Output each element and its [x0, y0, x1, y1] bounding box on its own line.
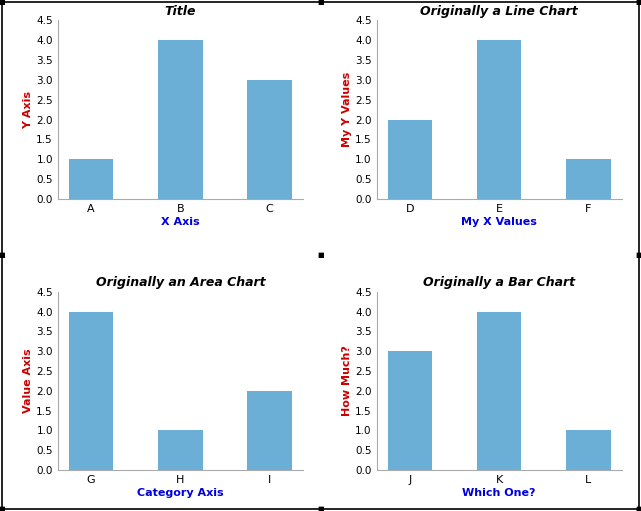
Title: Originally an Area Chart: Originally an Area Chart	[96, 276, 265, 289]
X-axis label: Category Axis: Category Axis	[137, 488, 224, 498]
Bar	[566, 430, 611, 470]
Bar	[69, 159, 113, 199]
Bar	[158, 40, 203, 199]
Y-axis label: Value Axis: Value Axis	[24, 349, 33, 413]
Bar	[477, 312, 521, 470]
X-axis label: My X Values: My X Values	[462, 217, 537, 226]
Bar	[158, 430, 203, 470]
Text: ■: ■	[636, 252, 641, 259]
Y-axis label: Y Axis: Y Axis	[24, 90, 33, 129]
Bar	[388, 351, 432, 470]
Text: ■: ■	[0, 506, 5, 511]
Y-axis label: My Y Values: My Y Values	[342, 72, 353, 147]
Text: ■: ■	[317, 506, 324, 511]
Bar	[388, 120, 432, 199]
Bar	[247, 391, 292, 470]
Title: Title: Title	[165, 5, 196, 18]
Title: Originally a Line Chart: Originally a Line Chart	[420, 5, 578, 18]
Text: ■: ■	[636, 0, 641, 5]
Title: Originally a Bar Chart: Originally a Bar Chart	[423, 276, 575, 289]
X-axis label: X Axis: X Axis	[161, 217, 199, 226]
Text: ■: ■	[317, 0, 324, 5]
Bar	[566, 159, 611, 199]
Text: ■: ■	[636, 506, 641, 511]
Bar	[477, 40, 521, 199]
Y-axis label: How Much?: How Much?	[342, 345, 353, 416]
Text: ■: ■	[0, 0, 5, 5]
Bar	[247, 80, 292, 199]
Text: ■: ■	[0, 252, 5, 259]
Bar	[69, 312, 113, 470]
Text: ■: ■	[317, 252, 324, 259]
X-axis label: Which One?: Which One?	[462, 488, 536, 498]
